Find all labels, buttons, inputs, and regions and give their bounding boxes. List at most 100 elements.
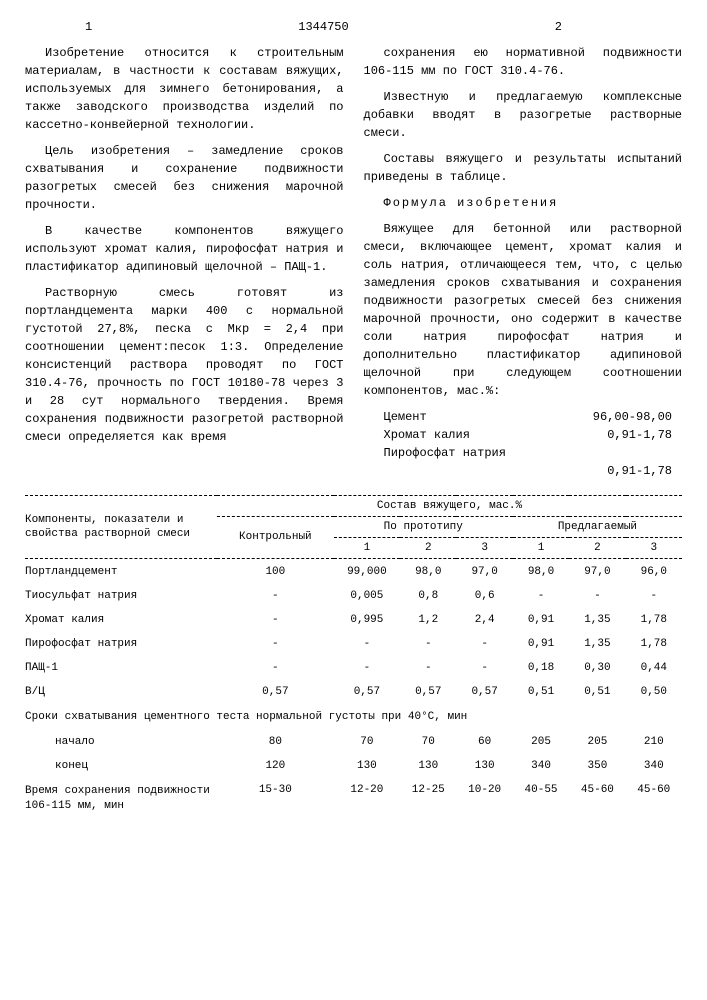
table-cell: 0,51 xyxy=(513,680,569,704)
formula-title: Формула изобретения xyxy=(364,194,683,212)
table-cell: 12-25 xyxy=(400,778,456,819)
table-cell: - xyxy=(456,632,512,656)
table-cell: 0,30 xyxy=(569,656,625,680)
table-cell: 0,8 xyxy=(400,584,456,608)
table-cell: 0,995 xyxy=(334,608,400,632)
table-cell: 0,18 xyxy=(513,656,569,680)
table-row: начало80707060205205210 xyxy=(25,730,682,754)
para: Растворную смесь готовят из портландцеме… xyxy=(25,284,344,446)
table-cell: - xyxy=(217,632,334,656)
comp-val: 96,00-98,00 xyxy=(593,408,672,426)
table-cell: 60 xyxy=(456,730,512,754)
table-cell: - xyxy=(626,584,682,608)
table-cell: 210 xyxy=(626,730,682,754)
table-cell: 0,57 xyxy=(334,680,400,704)
table-cell: 0,57 xyxy=(217,680,334,704)
col-num: 3 xyxy=(456,538,512,559)
table-cell: - xyxy=(513,584,569,608)
table-cell: 40-55 xyxy=(513,778,569,819)
table-cell: - xyxy=(334,632,400,656)
table-cell: 70 xyxy=(400,730,456,754)
para: Цель изобретения – замедление сроков схв… xyxy=(25,142,344,214)
col-num: 3 xyxy=(626,538,682,559)
table-cell: ПАЩ-1 xyxy=(25,656,217,680)
table-cell: 45-60 xyxy=(569,778,625,819)
table-cell: - xyxy=(569,584,625,608)
table-cell: - xyxy=(400,632,456,656)
table-cell: 0,51 xyxy=(569,680,625,704)
table-header: Состав вяжущего, мас.% xyxy=(217,496,682,517)
table-cell: 0,91 xyxy=(513,608,569,632)
table-cell: 96,0 xyxy=(626,560,682,584)
table-cell: - xyxy=(456,656,512,680)
table-cell: 1,78 xyxy=(626,632,682,656)
section-header: Время сохранения подвижности 106-115 мм,… xyxy=(25,778,217,819)
para: Составы вяжущего и результаты испытаний … xyxy=(364,150,683,186)
para: В качестве компонентов вяжущего использу… xyxy=(25,222,344,276)
table-row: Хромат калия-0,9951,22,40,911,351,78 xyxy=(25,608,682,632)
table-cell: 0,57 xyxy=(456,680,512,704)
table-cell: начало xyxy=(25,730,217,754)
table-cell: 98,0 xyxy=(513,560,569,584)
table-cell: 1,2 xyxy=(400,608,456,632)
para: Вяжущее для бетонной или растворной смес… xyxy=(364,220,683,400)
left-column: Изобретение относится к строительным мат… xyxy=(25,44,344,480)
table-cell: 100 xyxy=(217,560,334,584)
col-num: 1 xyxy=(513,538,569,559)
table-row: Пирофосфат натрия----0,911,351,78 xyxy=(25,632,682,656)
table-cell: 350 xyxy=(569,754,625,778)
table-row: В/Ц0,570,570,570,570,510,510,50 xyxy=(25,680,682,704)
para: сохранения ею нормативной подвижности 10… xyxy=(364,44,683,80)
table-row: Время сохранения подвижности 106-115 мм,… xyxy=(25,778,682,819)
table-row: Портландцемент10099,00098,097,098,097,09… xyxy=(25,560,682,584)
table-cell: В/Ц xyxy=(25,680,217,704)
table-row: ПАЩ-1----0,180,300,44 xyxy=(25,656,682,680)
col-num: 1 xyxy=(334,538,400,559)
table-cell: Портландцемент xyxy=(25,560,217,584)
table-cell: 130 xyxy=(400,754,456,778)
component-list: Цемент96,00-98,00 Хромат калия0,91-1,78 … xyxy=(384,408,683,480)
comp-val: 0,91-1,78 xyxy=(607,426,672,444)
table-cell: 12-20 xyxy=(334,778,400,819)
table-cell: 45-60 xyxy=(626,778,682,819)
table-cell: 2,4 xyxy=(456,608,512,632)
table-cell: 0,50 xyxy=(626,680,682,704)
comp-label: Пирофосфат натрия xyxy=(384,444,506,462)
table-cell: 0,57 xyxy=(400,680,456,704)
table-cell: - xyxy=(217,608,334,632)
text-columns: Изобретение относится к строительным мат… xyxy=(25,44,682,480)
table-cell: 0,44 xyxy=(626,656,682,680)
table-cell: 98,0 xyxy=(400,560,456,584)
table-cell: конец xyxy=(25,754,217,778)
table-cell: 130 xyxy=(334,754,400,778)
table-cell: 97,0 xyxy=(569,560,625,584)
table-cell: 70 xyxy=(334,730,400,754)
comp-label: Цемент xyxy=(384,408,427,426)
table-cell: 205 xyxy=(513,730,569,754)
table-cell: Пирофосфат натрия xyxy=(25,632,217,656)
table-cell: 97,0 xyxy=(456,560,512,584)
col-header: Контрольный xyxy=(217,517,334,559)
table-cell: 130 xyxy=(456,754,512,778)
table-header: Компоненты, показатели и свойства раство… xyxy=(25,496,217,559)
table-cell: 1,78 xyxy=(626,608,682,632)
table-cell: 10-20 xyxy=(456,778,512,819)
col-num: 2 xyxy=(400,538,456,559)
table-cell: 0,91 xyxy=(513,632,569,656)
comp-label: Хромат калия xyxy=(384,426,470,444)
page-right: 2 xyxy=(555,20,562,34)
table-cell: - xyxy=(400,656,456,680)
table-cell: 0,005 xyxy=(334,584,400,608)
para: Изобретение относится к строительным мат… xyxy=(25,44,344,134)
table-cell: 340 xyxy=(626,754,682,778)
table-cell: 1,35 xyxy=(569,608,625,632)
table-cell: - xyxy=(217,584,334,608)
doc-number: 1344750 xyxy=(298,20,348,34)
table-cell: 0,6 xyxy=(456,584,512,608)
col-num: 2 xyxy=(569,538,625,559)
table-row: конец120130130130340350340 xyxy=(25,754,682,778)
page-left: 1 xyxy=(85,20,92,34)
col-header: Предлагаемый xyxy=(513,517,682,538)
data-table: Компоненты, показатели и свойства раство… xyxy=(25,495,682,819)
right-column: сохранения ею нормативной подвижности 10… xyxy=(364,44,683,480)
